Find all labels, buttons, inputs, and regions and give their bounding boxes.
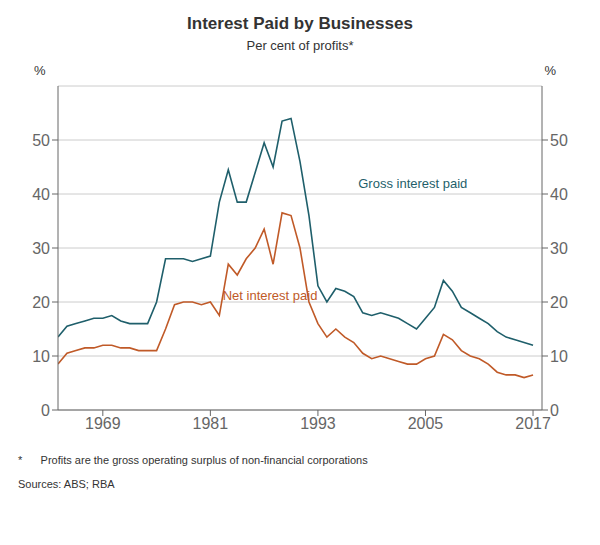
svg-text:2005: 2005 [408, 415, 444, 432]
svg-text:10: 10 [32, 348, 50, 365]
svg-text:40: 40 [32, 186, 50, 203]
svg-text:30: 30 [550, 240, 568, 257]
svg-text:30: 30 [32, 240, 50, 257]
svg-text:1993: 1993 [300, 415, 336, 432]
svg-text:20: 20 [32, 294, 50, 311]
svg-text:20: 20 [550, 294, 568, 311]
html-text:Per cent of profits*: Per cent of profits* [246, 38, 354, 53]
svg-text:Gross interest paid: Gross interest paid [358, 176, 467, 191]
svg-text:2017: 2017 [515, 415, 551, 432]
svg-text:0: 0 [41, 402, 50, 419]
html-text:* Profits are the gross operat: * Profits are the gross operating surplu… [18, 454, 368, 466]
svg-text:1969: 1969 [85, 415, 121, 432]
svg-text:10: 10 [550, 348, 568, 365]
html-text:Sources: ABS; RBA: Sources: ABS; RBA [18, 478, 115, 490]
svg-text:1981: 1981 [193, 415, 229, 432]
svg-text:Net interest paid: Net interest paid [223, 288, 318, 303]
svg-text:50: 50 [550, 132, 568, 149]
svg-text:0: 0 [550, 402, 559, 419]
svg-text:40: 40 [550, 186, 568, 203]
html-text:Interest Paid by Businesses: Interest Paid by Businesses [187, 14, 413, 33]
svg-text:50: 50 [32, 132, 50, 149]
